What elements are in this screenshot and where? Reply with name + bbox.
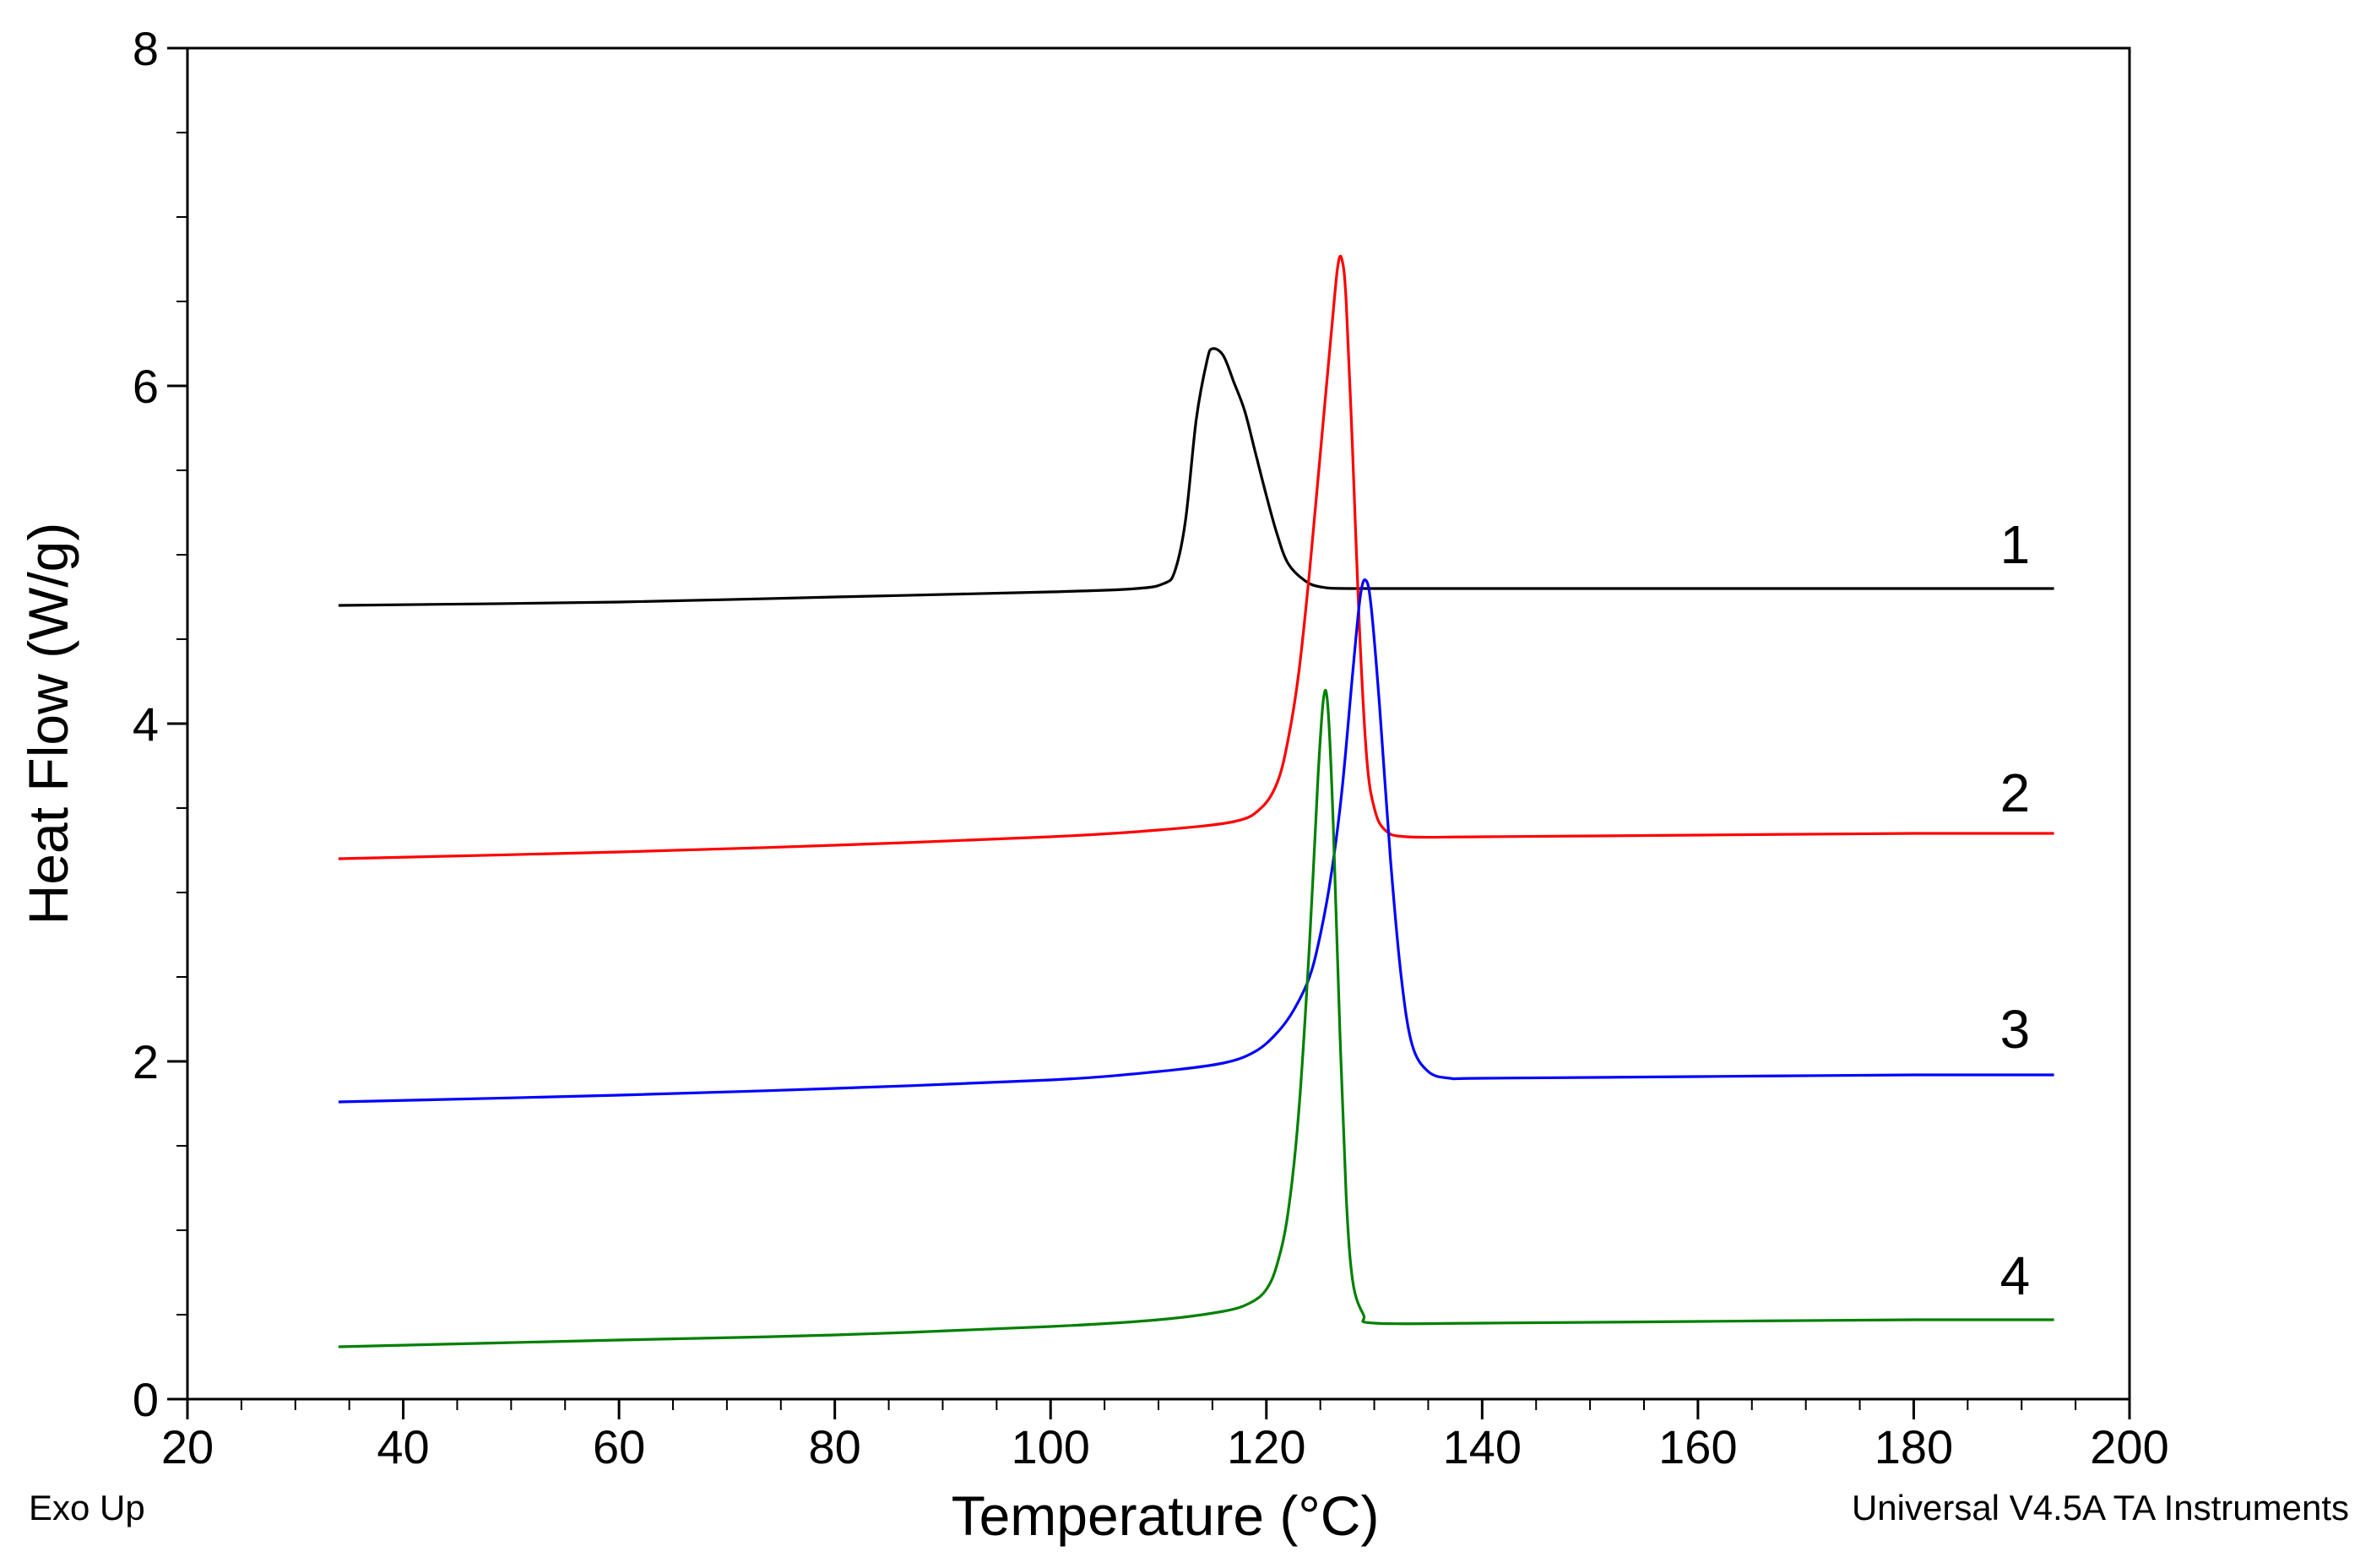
series-lines — [338, 254, 2054, 1348]
plot-frame — [186, 46, 2131, 1401]
exo-up-note: Exo Up — [29, 1488, 145, 1527]
series-label-4: 4 — [2000, 1245, 2031, 1306]
series-labels: 1 2 3 4 — [2000, 514, 2031, 1306]
x-tick-label: 140 — [1443, 1420, 1522, 1473]
series-line-4 — [338, 689, 2054, 1348]
x-tick-label: 60 — [593, 1420, 645, 1473]
x-tick-label: 120 — [1227, 1420, 1305, 1473]
x-tick-label: 200 — [2090, 1420, 2168, 1473]
y-axis-title: Heat Flow (W/g) — [17, 523, 79, 925]
x-tick-label: 20 — [161, 1420, 214, 1473]
series-line-3 — [338, 578, 2054, 1104]
x-tick-label: 180 — [1875, 1420, 1953, 1473]
y-tick-labels: 0 2 4 6 8 — [133, 22, 159, 1426]
series-line-2 — [338, 254, 2054, 860]
y-tick-label: 0 — [133, 1373, 159, 1426]
y-tick-label: 2 — [133, 1035, 159, 1088]
series-label-3: 3 — [2000, 999, 2031, 1060]
series-line-1 — [338, 347, 2054, 607]
software-version-note: Universal V4.5A TA Instruments — [1852, 1488, 2349, 1527]
x-tick-label: 160 — [1658, 1420, 1737, 1473]
x-tick-labels: 20 40 60 80 100 120 140 160 180 200 — [161, 1420, 2169, 1473]
x-tick-label: 80 — [809, 1420, 861, 1473]
y-tick-label: 6 — [133, 360, 159, 413]
x-axis-title: Temperature (°C) — [952, 1484, 1380, 1547]
x-tick-label: 40 — [377, 1420, 429, 1473]
series-label-1: 1 — [2000, 514, 2031, 575]
y-tick-label: 4 — [133, 697, 159, 751]
major-ticks — [167, 46, 2131, 1419]
minor-ticks — [176, 47, 2130, 1410]
series-label-2: 2 — [2000, 762, 2031, 823]
x-tick-label: 100 — [1012, 1420, 1090, 1473]
y-tick-label: 8 — [133, 22, 159, 75]
